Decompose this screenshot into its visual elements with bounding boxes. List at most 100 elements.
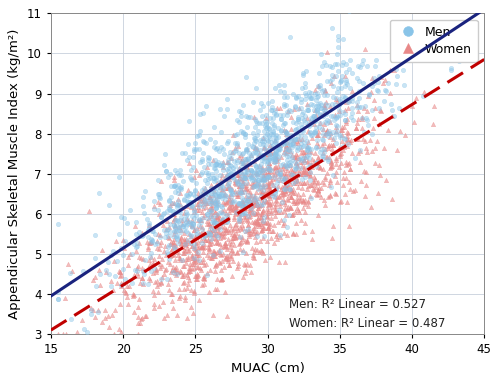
Women — [184, 187, 192, 193]
Women — [216, 220, 224, 226]
Men — [306, 169, 314, 175]
Women — [252, 247, 260, 253]
Women — [249, 252, 257, 258]
Men — [254, 167, 262, 173]
Men — [228, 191, 235, 197]
Women — [255, 195, 263, 201]
Women — [258, 190, 266, 196]
Women — [410, 119, 418, 125]
Women — [194, 207, 202, 213]
Women — [223, 198, 231, 205]
Men — [202, 211, 210, 217]
Women — [268, 176, 276, 182]
Women — [237, 186, 245, 192]
Men — [202, 180, 210, 186]
Men — [216, 248, 224, 254]
Women — [170, 267, 178, 273]
Men — [262, 176, 270, 182]
Men — [288, 154, 296, 160]
Women — [308, 186, 316, 192]
Women — [124, 301, 132, 308]
Men — [346, 98, 354, 104]
Women — [278, 188, 286, 195]
Men — [280, 88, 288, 95]
Women — [156, 178, 164, 184]
Women — [254, 249, 262, 255]
Women — [242, 156, 250, 162]
Women — [216, 250, 224, 257]
Women — [200, 276, 208, 282]
Women — [188, 304, 196, 310]
Women — [320, 109, 328, 115]
Men — [332, 95, 340, 101]
Women — [234, 178, 242, 184]
Women — [324, 143, 332, 149]
Men — [240, 159, 248, 165]
Women — [282, 170, 290, 177]
Women — [164, 234, 172, 240]
Women — [87, 305, 95, 311]
Men — [210, 252, 218, 258]
Men — [260, 183, 268, 189]
Women — [190, 174, 198, 180]
Women — [306, 172, 314, 178]
Men — [215, 192, 223, 198]
Men — [168, 208, 176, 214]
Women — [260, 225, 268, 231]
Men — [282, 102, 290, 108]
Women — [112, 238, 120, 244]
Women — [222, 253, 230, 259]
Women — [280, 230, 288, 236]
Women — [193, 201, 201, 207]
Women — [300, 220, 308, 226]
Men — [88, 311, 96, 317]
Men — [268, 115, 276, 121]
Women — [198, 237, 205, 243]
Women — [281, 201, 289, 208]
Men — [298, 141, 306, 147]
Men — [182, 228, 190, 234]
Women — [213, 224, 221, 231]
Men — [282, 119, 290, 126]
Women — [190, 205, 198, 211]
Men — [325, 118, 333, 124]
Women — [228, 234, 235, 241]
Men — [235, 216, 243, 223]
Women — [248, 180, 256, 186]
Women — [281, 205, 289, 211]
Women — [186, 287, 194, 293]
Men — [326, 113, 334, 119]
Men — [184, 199, 192, 205]
Women — [201, 198, 209, 205]
Women — [224, 236, 232, 242]
Women — [283, 175, 291, 182]
Men — [280, 186, 287, 192]
Women — [429, 121, 437, 127]
Men — [238, 175, 246, 181]
Women — [345, 160, 353, 166]
Men — [244, 195, 252, 201]
Women — [264, 165, 272, 172]
Women — [196, 172, 203, 178]
Women — [270, 165, 278, 171]
Men — [275, 146, 283, 152]
Women — [240, 205, 248, 211]
Men — [252, 163, 260, 169]
Women — [220, 191, 228, 197]
Men — [277, 142, 285, 148]
Women — [303, 159, 311, 165]
Men — [224, 183, 232, 190]
Women — [102, 269, 110, 275]
Men — [274, 146, 282, 152]
Women — [273, 105, 281, 111]
Women — [326, 142, 334, 148]
Men — [196, 111, 204, 117]
Men — [302, 67, 310, 74]
Women — [185, 265, 193, 271]
Men — [166, 194, 174, 200]
Women — [211, 234, 219, 241]
Women — [266, 201, 274, 207]
Women — [210, 188, 218, 194]
Women — [320, 181, 328, 187]
Women — [342, 107, 349, 113]
